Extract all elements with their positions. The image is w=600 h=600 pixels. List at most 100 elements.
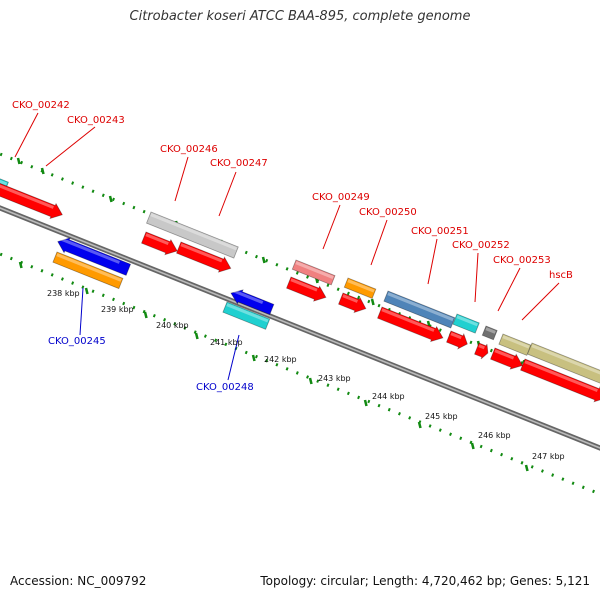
gene-label-cko00245[interactable]: CKO_00245 bbox=[48, 336, 106, 347]
guide-tick-b-4 bbox=[251, 354, 256, 362]
gene-cko00253 bbox=[498, 333, 532, 356]
gene-labels: CKO_00242 CKO_00243 CKO_00246 CKO_00247 … bbox=[12, 100, 573, 393]
gene-red-2-shine bbox=[180, 243, 223, 263]
gene-small-gray-shape bbox=[481, 325, 498, 341]
gene-red-8-shine bbox=[494, 349, 515, 360]
gene-cko00248-shape bbox=[222, 301, 271, 330]
gene-red-7-shape bbox=[474, 342, 489, 360]
gene-cko00248-shine bbox=[226, 303, 269, 323]
gene-red-6-shine bbox=[450, 332, 462, 340]
leader-line-5 bbox=[370, 219, 388, 266]
tick-label-247: 247 kbp bbox=[532, 452, 565, 461]
guide-tick-b-6 bbox=[363, 399, 368, 407]
gene-red-5-shine bbox=[381, 308, 435, 332]
gene-label-cko00246[interactable]: CKO_00246 bbox=[160, 144, 218, 155]
gene-red-5-shape bbox=[377, 306, 444, 343]
gene-red-9-shine bbox=[524, 360, 598, 393]
guide-tick-b-9 bbox=[524, 464, 529, 472]
tick-label-239: 239 kbp bbox=[101, 305, 134, 314]
gene-cko00245-blue bbox=[57, 237, 132, 276]
gene-red-3-shape bbox=[286, 276, 327, 302]
backbone-highlight bbox=[0, 207, 600, 449]
tick-label-244: 244 kbp bbox=[372, 392, 405, 401]
gene-cko00246-shine bbox=[150, 213, 237, 251]
gene-red-3 bbox=[286, 276, 327, 302]
leader-line-2 bbox=[174, 156, 189, 202]
gene-blue-2-shape bbox=[230, 289, 275, 316]
gene-label-cko00242[interactable]: CKO_00242 bbox=[12, 100, 70, 111]
guide-tick-2 bbox=[108, 195, 113, 203]
tick-label-238: 238 kbp bbox=[47, 289, 80, 298]
gene-label-cko00248[interactable]: CKO_00248 bbox=[196, 382, 254, 393]
gene-red-1 bbox=[141, 231, 178, 256]
tick-label-242: 242 kbp bbox=[264, 355, 297, 364]
gene-red-1-shine bbox=[145, 233, 169, 245]
gene-cko00251-shine bbox=[387, 292, 454, 322]
gene-cko00251 bbox=[383, 290, 456, 329]
guide-lines bbox=[0, 152, 600, 496]
leader-line-9 bbox=[521, 282, 560, 321]
gene-label-cko00251[interactable]: CKO_00251 bbox=[411, 226, 469, 237]
leader-line-1 bbox=[45, 126, 96, 167]
tick-label-240: 240 kbp bbox=[156, 321, 189, 330]
gene-features bbox=[0, 173, 600, 403]
gene-cko00250-shape bbox=[343, 277, 377, 299]
kbp-labels: 238 kbp 239 kbp 240 kbp 241 kbp 242 kbp … bbox=[47, 289, 565, 461]
gene-cko00246-shape bbox=[146, 211, 239, 259]
guide-tick-b-5 bbox=[308, 377, 313, 385]
gene-cko00252 bbox=[452, 313, 480, 334]
map-title: Citrobacter koseri ATCC BAA-895, complet… bbox=[129, 9, 471, 24]
gene-small-gray-shine bbox=[485, 327, 496, 334]
gene-cko00252-shine bbox=[456, 315, 478, 327]
label-leaders bbox=[14, 112, 560, 381]
gene-red-0-shine bbox=[0, 182, 54, 209]
gene-cko00245-shine bbox=[56, 253, 122, 282]
gene-red-4 bbox=[338, 292, 367, 314]
gene-cko00252-shape bbox=[452, 313, 480, 334]
gene-red-8-shape bbox=[490, 347, 524, 370]
gene-label-cko00249[interactable]: CKO_00249 bbox=[312, 192, 370, 203]
guide-tick-b-2 bbox=[143, 311, 148, 319]
gene-label-cko00253[interactable]: CKO_00253 bbox=[493, 255, 551, 266]
gene-cko00250-shine bbox=[347, 279, 375, 293]
gene-red-4-shape bbox=[338, 292, 367, 314]
gene-label-cko00247[interactable]: CKO_00247 bbox=[210, 158, 268, 169]
gene-red-2 bbox=[176, 241, 232, 273]
guide-tick-5 bbox=[261, 256, 266, 264]
guide-line-1 bbox=[0, 252, 600, 496]
tick-label-245: 245 kbp bbox=[425, 412, 458, 421]
gene-label-hscb[interactable]: hscB bbox=[549, 270, 573, 281]
guide-tick-b-3 bbox=[194, 332, 199, 340]
leader-line-3 bbox=[218, 171, 237, 217]
guide-tick-0 bbox=[16, 157, 21, 165]
tick-label-246: 246 kbp bbox=[478, 431, 511, 440]
guide-tick-b-7 bbox=[417, 421, 422, 429]
gene-label-cko00243[interactable]: CKO_00243 bbox=[67, 115, 125, 126]
tick-label-243: 243 kbp bbox=[318, 374, 351, 383]
guide-line-0 bbox=[0, 152, 600, 396]
gene-red-6-shape bbox=[446, 330, 468, 350]
leader-line-0 bbox=[14, 112, 39, 158]
gene-cko00253-shape bbox=[498, 333, 532, 356]
leader-line-10 bbox=[79, 287, 84, 336]
gene-hscb bbox=[527, 342, 600, 385]
gene-red-7-shine bbox=[478, 344, 485, 350]
gene-cko00242-shine bbox=[0, 175, 8, 186]
gene-red-9 bbox=[520, 358, 600, 403]
gene-cko00250 bbox=[343, 277, 377, 299]
gene-blue-2 bbox=[230, 289, 275, 316]
gene-cko00245-shape bbox=[52, 251, 124, 290]
guide-tick-b-0 bbox=[18, 261, 23, 269]
guide-tick-1 bbox=[40, 167, 45, 175]
gene-label-cko00252[interactable]: CKO_00252 bbox=[452, 240, 510, 251]
gene-red-0 bbox=[0, 180, 63, 220]
gene-label-cko00250[interactable]: CKO_00250 bbox=[359, 207, 417, 218]
genome-backbone bbox=[0, 205, 600, 451]
leader-line-11 bbox=[227, 334, 240, 381]
gene-red-7 bbox=[474, 342, 489, 360]
topology-summary: Topology: circular; Length: 4,720,462 bp… bbox=[260, 574, 590, 588]
gene-red-9-shape bbox=[520, 358, 600, 403]
gene-cko00245-blue-shine bbox=[59, 237, 120, 264]
gene-small-gray bbox=[481, 325, 498, 341]
